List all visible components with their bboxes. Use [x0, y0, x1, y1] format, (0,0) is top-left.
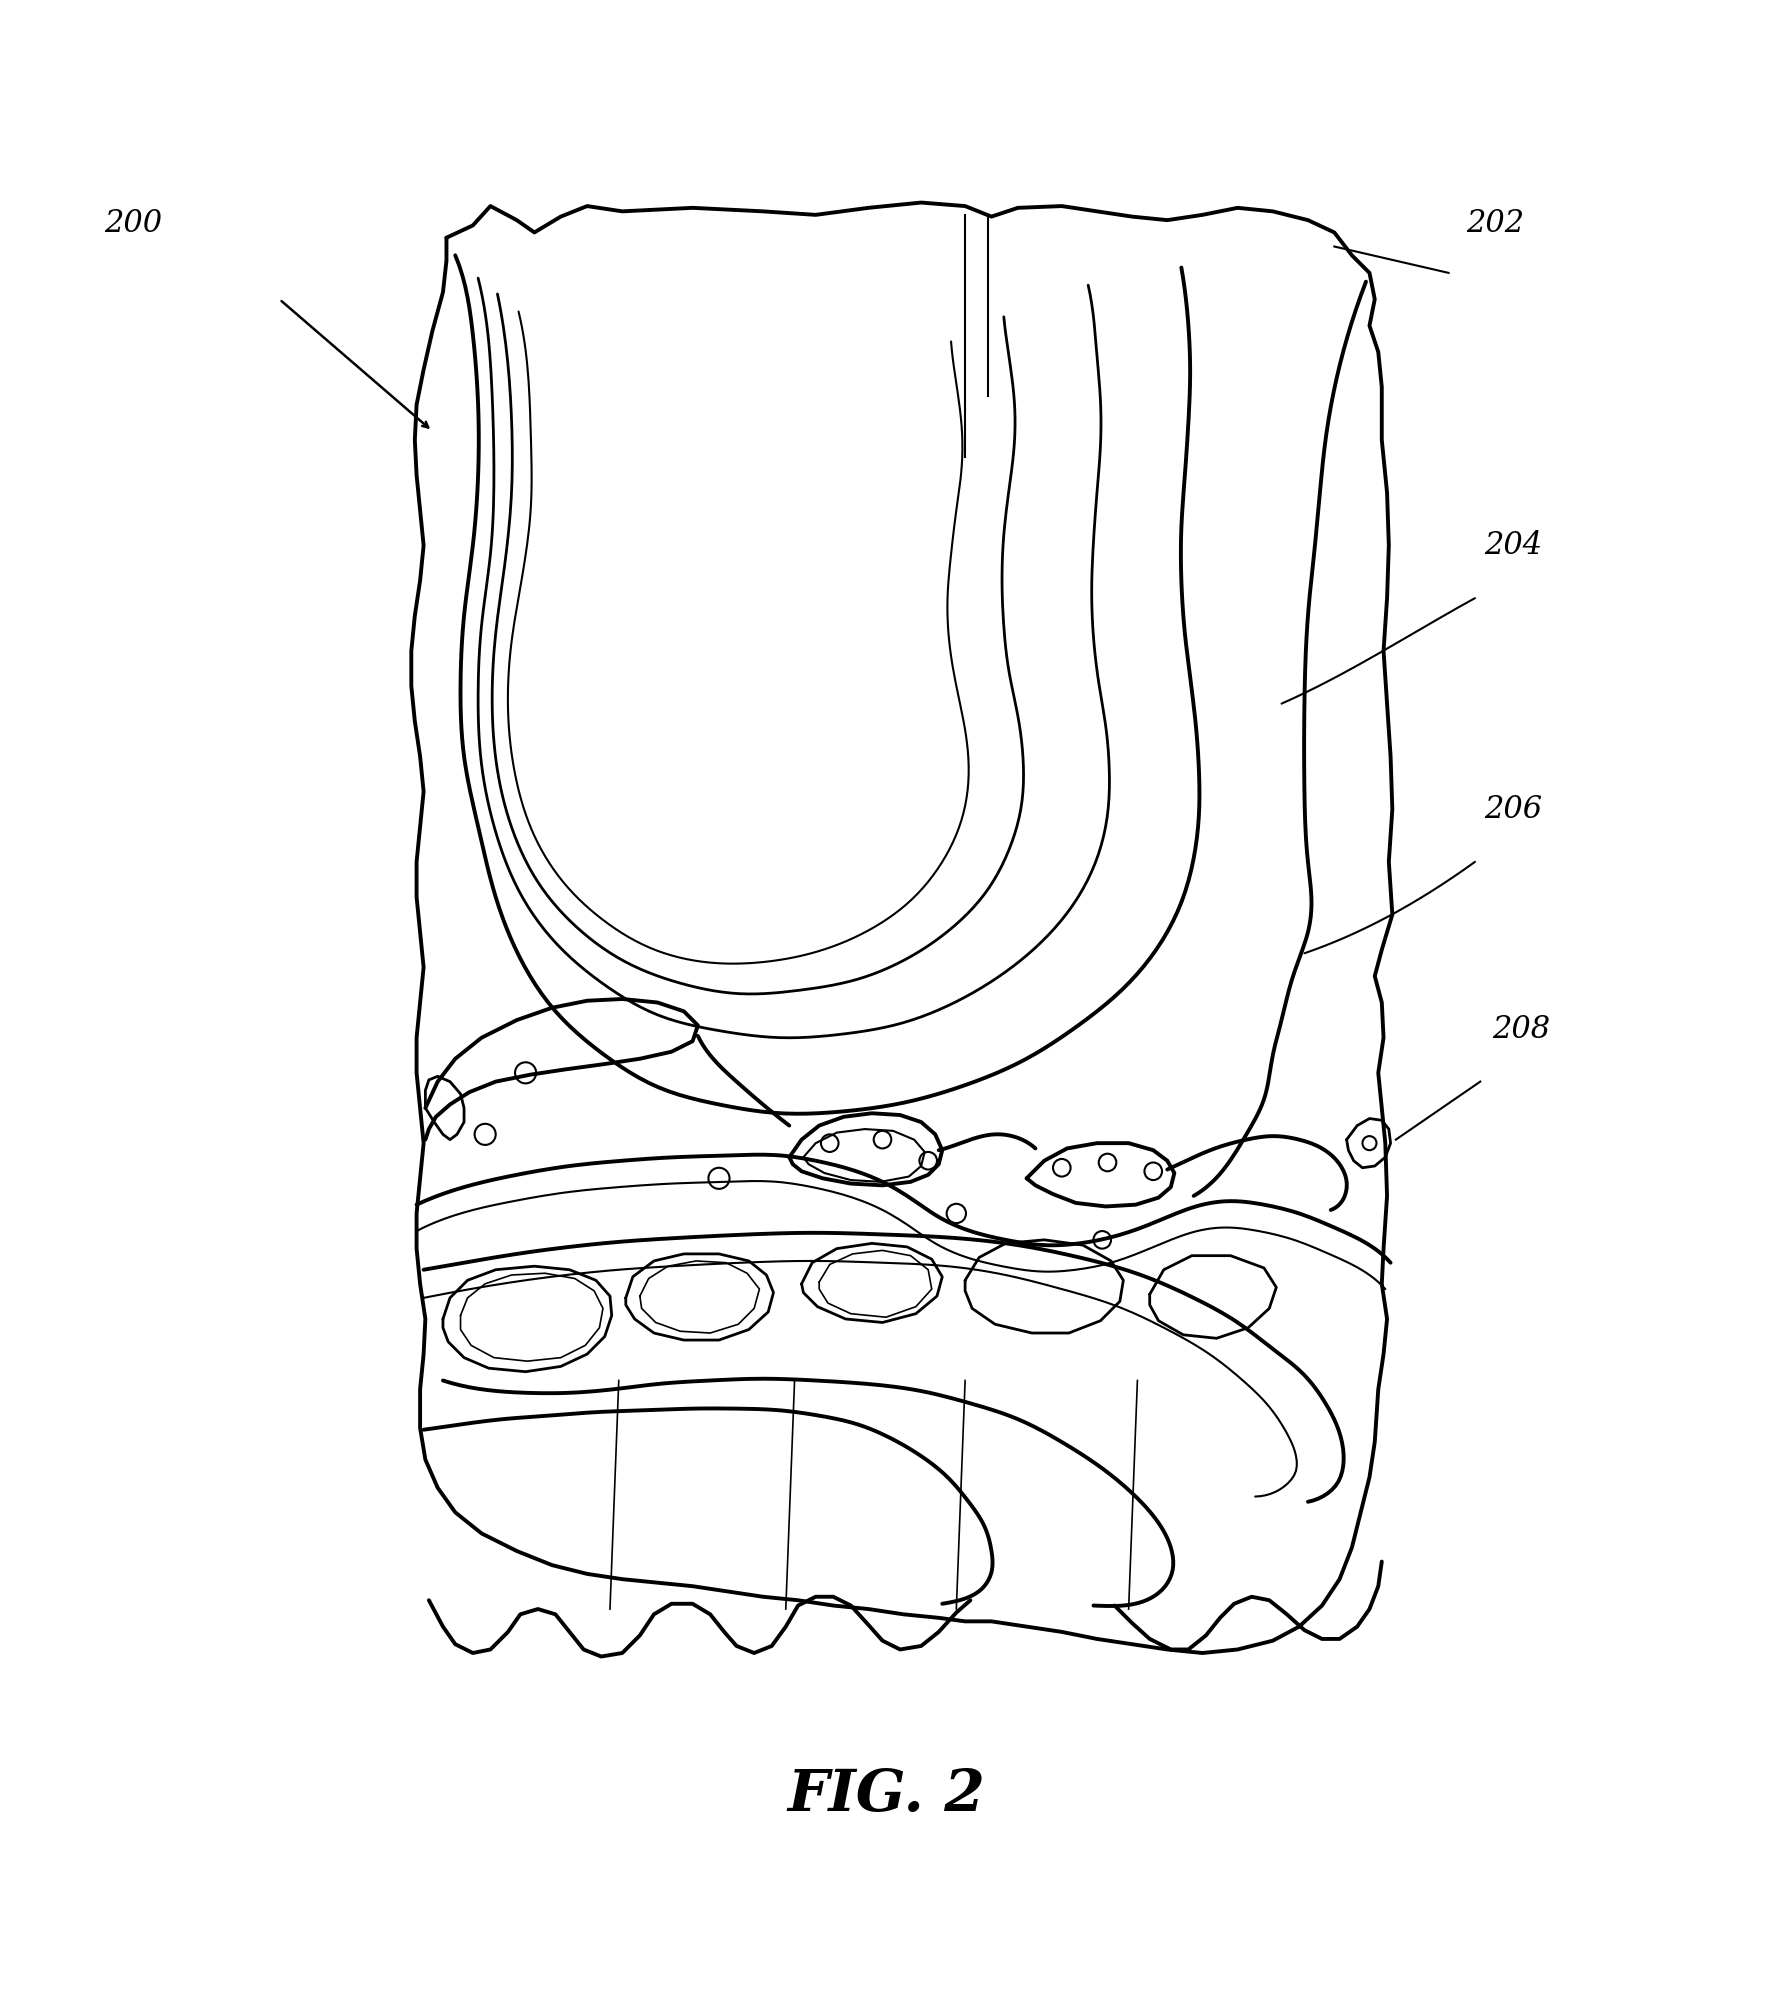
Text: 200: 200	[103, 209, 161, 239]
Text: 206: 206	[1483, 794, 1542, 824]
Text: FIG. 2: FIG. 2	[787, 1766, 985, 1825]
Text: 202: 202	[1465, 209, 1524, 239]
Text: 208: 208	[1492, 1015, 1550, 1045]
Text: 204: 204	[1483, 529, 1542, 561]
